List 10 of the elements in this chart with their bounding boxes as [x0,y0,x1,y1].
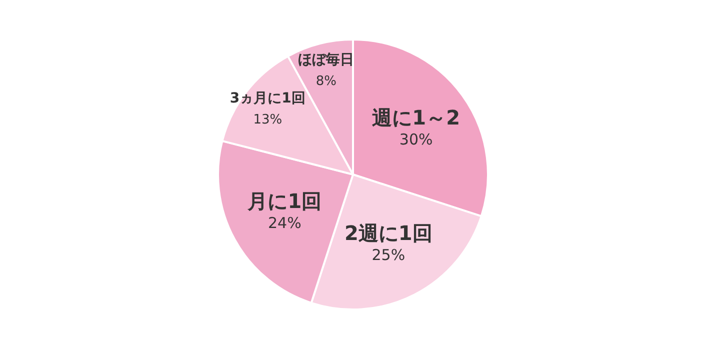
slice-label: ほぼ毎日 [298,52,354,68]
data-label: 25% [372,246,406,264]
slice-label: 週に1～2 [371,106,460,130]
slice-label: 2週に1回 [344,221,432,245]
slice-label: 3ヵ月に1回 [230,90,306,106]
data-label: 8% [316,74,336,89]
data-label: 30% [399,130,433,149]
data-label: 13% [253,112,282,128]
data-label: 24% [268,214,302,232]
slice-label: 月に1回 [246,189,322,214]
